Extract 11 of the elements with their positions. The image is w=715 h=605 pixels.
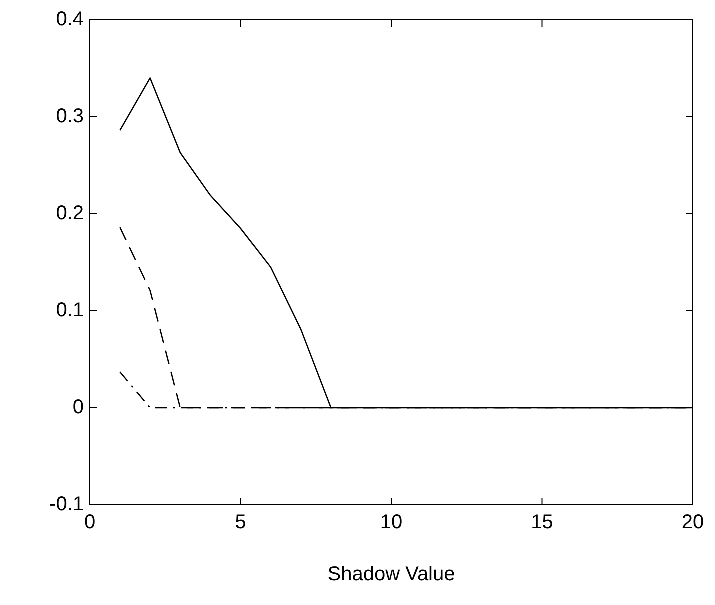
- y-tick-label: 0: [72, 396, 84, 419]
- x-axis-title: Shadow Value: [328, 564, 456, 586]
- y-tick-label: 0.4: [56, 8, 84, 31]
- x-tick-label: 20: [682, 512, 704, 534]
- y-tick-label: 0.1: [56, 300, 84, 322]
- x-tick-label: 15: [531, 512, 554, 534]
- y-tick-label: 0.2: [56, 202, 84, 225]
- y-tick-label: -0.1: [50, 494, 84, 516]
- y-tick-label: 0.3: [56, 106, 84, 128]
- x-tick-label: 5: [235, 512, 246, 534]
- x-tick-label: 10: [380, 512, 403, 534]
